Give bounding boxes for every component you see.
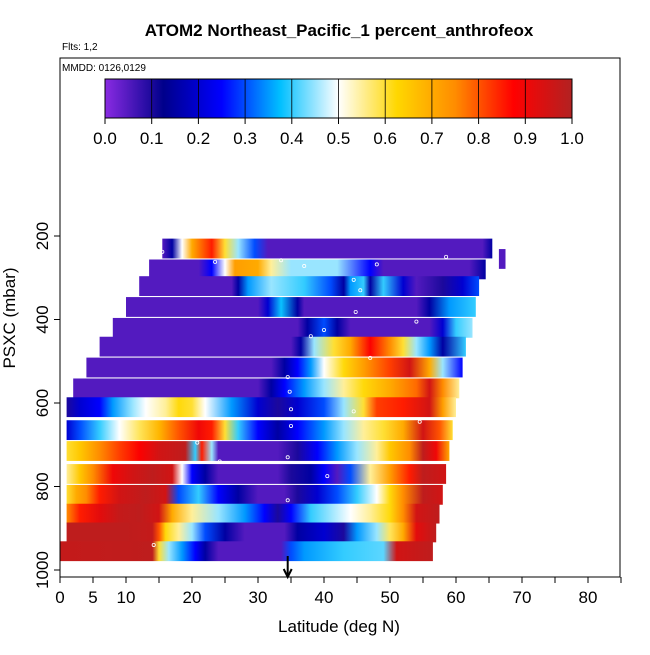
- sample-marker: [288, 423, 293, 428]
- heatmap-band: [112, 317, 473, 338]
- y-tick-label: 200: [33, 222, 52, 250]
- plot-frame: [59, 57, 621, 578]
- x-tick-label: 0: [55, 588, 64, 607]
- x-axis: 0 5 10 20 30 40 50 60 70 80: [55, 577, 622, 607]
- sample-marker: [358, 288, 363, 293]
- sample-marker: [160, 249, 165, 254]
- date-label: MMDD: 0126,0129: [62, 63, 146, 74]
- y-axis: 200 400 600 800 1000: [33, 222, 60, 589]
- y-tick-label: 1000: [33, 551, 52, 589]
- heatmap-band: [66, 522, 437, 543]
- sample-marker: [151, 563, 156, 568]
- x-tick-label: 80: [579, 588, 598, 607]
- heatmap-band: [66, 397, 456, 418]
- sample-markers: [60, 249, 449, 570]
- y-tick-label: 600: [33, 389, 52, 417]
- colorbar-tick-label: 0.1: [140, 129, 164, 148]
- x-tick-label: 60: [447, 588, 466, 607]
- sample-marker: [351, 277, 356, 282]
- sample-marker: [195, 440, 200, 445]
- colorbar-tick-label: 1.0: [560, 129, 584, 148]
- heatmap-band: [149, 259, 486, 280]
- sample-marker: [288, 407, 293, 412]
- flights-label: Flts: 1,2: [62, 42, 98, 53]
- x-tick-label: 10: [117, 588, 136, 607]
- sample-marker: [444, 254, 449, 259]
- y-tick-label: 800: [33, 472, 52, 500]
- heatmap-band: [66, 420, 453, 441]
- y-axis-label: PSXC (mbar): [0, 267, 19, 368]
- heatmap-band: [66, 503, 440, 524]
- heatmap-band: [139, 276, 480, 297]
- x-axis-label: Latitude (deg N): [278, 617, 400, 636]
- heatmap-band: [66, 484, 443, 505]
- heatmap-band: [66, 464, 447, 484]
- colorbar-tick-label: 0.5: [327, 129, 351, 148]
- x-tick-label: 30: [249, 588, 268, 607]
- sample-marker: [65, 379, 70, 384]
- colorbar-tick-label: 0.0: [93, 129, 117, 148]
- colorbar-tick-label: 0.3: [233, 129, 257, 148]
- x-tick-label: 70: [513, 588, 532, 607]
- heatmap-band: [66, 441, 450, 461]
- sample-marker: [279, 258, 284, 263]
- sample-marker: [302, 264, 307, 269]
- sample-marker: [287, 389, 292, 394]
- x-tick-label: 50: [381, 588, 400, 607]
- x-tick-label: 40: [315, 588, 334, 607]
- y-tick-label: 400: [33, 305, 52, 333]
- sample-marker: [285, 455, 290, 460]
- sample-marker: [321, 327, 326, 332]
- arrow-head: [282, 568, 293, 580]
- colorbar-tick-label: 0.2: [187, 129, 211, 148]
- colorbar-tick-label: 0.6: [373, 129, 397, 148]
- colorbar-tick-label: 0.7: [420, 129, 444, 148]
- colorbar: 0.0 0.1 0.2 0.3 0.4 0.5 0.6 0.7 0.8 0.9 1.0: [93, 78, 584, 148]
- heatmap-band: [73, 378, 460, 399]
- sample-marker: [217, 459, 222, 464]
- chart-title: ATOM2 Northeast_Pacific_1 percent_anthro…: [145, 21, 534, 40]
- sample-marker: [285, 375, 290, 380]
- heatmap-band: [498, 249, 506, 269]
- sample-marker: [308, 334, 313, 339]
- sample-marker: [374, 262, 379, 267]
- heatmap-band: [86, 357, 463, 378]
- sample-marker: [151, 542, 156, 547]
- sample-marker: [213, 259, 218, 264]
- colorbar-tick-label: 0.9: [513, 129, 537, 148]
- heatmap-band: [99, 336, 466, 357]
- sample-marker: [351, 409, 356, 414]
- sample-marker: [285, 498, 290, 503]
- colorbar-tick-label: 0.8: [467, 129, 491, 148]
- heatmap-band: [60, 541, 433, 562]
- sample-marker: [353, 309, 358, 314]
- heatmap-band: [162, 238, 493, 259]
- sample-marker: [368, 355, 373, 360]
- sample-marker: [325, 474, 330, 479]
- colorbar-tick-label: 0.4: [280, 129, 304, 148]
- latitude-arrow: [282, 556, 293, 580]
- sample-marker: [60, 563, 64, 568]
- sample-marker: [199, 565, 204, 570]
- x-tick-label: 20: [183, 588, 202, 607]
- sample-marker: [417, 419, 422, 424]
- sample-marker: [424, 565, 429, 570]
- x-tick-label: 5: [88, 588, 97, 607]
- heatmap-band: [126, 297, 476, 317]
- heatmap-bands: [60, 238, 506, 562]
- sample-marker: [414, 319, 419, 324]
